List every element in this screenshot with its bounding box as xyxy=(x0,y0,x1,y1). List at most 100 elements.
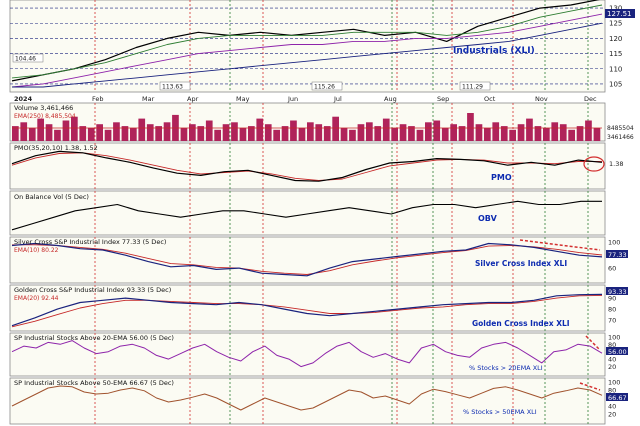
pct50-panel-frame xyxy=(9,377,606,425)
month-label: Sep xyxy=(437,95,449,103)
golden-title: Golden Cross S&P Industrial Index 93.33 … xyxy=(14,286,171,294)
price-y-tick: 110 xyxy=(609,65,622,73)
pct20-right-label: 56.00 xyxy=(608,348,627,356)
point-label: 113.63 xyxy=(162,84,183,91)
volume-bar xyxy=(433,120,441,141)
volume-bar xyxy=(543,127,550,141)
volume-ema-label: EMA(250) 8,485,504 xyxy=(14,113,76,120)
volume-bar xyxy=(416,129,424,141)
golden-right-label: 93.33 xyxy=(608,288,627,296)
volume-bar xyxy=(399,124,407,141)
pct50-right-label: 66.67 xyxy=(608,394,627,402)
y-tick-label: 20 xyxy=(608,363,616,371)
pct50-annotation: % Stocks > 50EMA XLI xyxy=(463,408,537,416)
volume-bar xyxy=(20,122,28,141)
obv-title: On Balance Vol (5 Dec) xyxy=(14,193,89,201)
volume-bar xyxy=(54,129,61,141)
volume-right-label: 3461466 xyxy=(607,134,634,141)
pct20-panel-frame xyxy=(9,332,606,377)
volume-bar xyxy=(298,127,306,141)
volume-bar xyxy=(517,124,525,141)
pmo-panel: PMO(35,20,10) 1.38, 1.52 PMO 1.38 xyxy=(9,142,623,190)
golden-right-badge xyxy=(606,287,628,295)
month-label: Mar xyxy=(142,95,155,103)
y-tick-label: 100 xyxy=(608,333,620,341)
month-label: Jul xyxy=(333,95,342,103)
price-y-ticks: 130 125 120 115 110 105 xyxy=(609,5,622,89)
pct50-right-badge xyxy=(606,393,628,401)
silver-right-label: 77.33 xyxy=(608,251,627,259)
y-tick-label: 20 xyxy=(608,411,616,419)
price-annotation: Industrials (XLI) xyxy=(453,46,535,56)
volume-bar xyxy=(559,124,567,141)
volume-bar xyxy=(113,122,120,141)
volume-bar xyxy=(281,126,289,141)
volume-bar xyxy=(492,122,500,141)
volume-bar xyxy=(79,126,87,141)
volume-bar xyxy=(231,122,238,141)
volume-bar xyxy=(382,118,390,141)
month-label: May xyxy=(236,95,250,103)
silver-right-badge xyxy=(606,250,628,258)
golden-ema-line xyxy=(11,294,603,328)
volume-bar xyxy=(248,126,255,141)
volume-bar xyxy=(205,120,213,141)
volume-bar xyxy=(526,118,533,141)
volume-bar xyxy=(585,120,592,141)
volume-bar xyxy=(408,126,415,141)
volume-bar xyxy=(239,127,247,141)
silver-annotation: Silver Cross Index XLI xyxy=(475,259,567,268)
volume-bar xyxy=(62,120,70,141)
pct20-panel: 10080604020 SP Industrial Stocks Above 2… xyxy=(9,332,628,377)
volume-bar xyxy=(273,129,280,141)
volume-bar xyxy=(197,126,205,141)
point-label: 115.26 xyxy=(314,84,335,91)
silver-lines xyxy=(11,242,603,277)
pct20-trend-line xyxy=(585,335,601,351)
golden-y-ticks: 90 80 70 xyxy=(608,295,616,325)
pct20-vertical-markers xyxy=(94,333,589,376)
volume-bar xyxy=(509,129,516,141)
pct20-line xyxy=(11,340,603,368)
point-label: 104.46 xyxy=(15,56,36,63)
obv-panel-frame xyxy=(9,190,606,236)
volume-bar xyxy=(568,129,575,141)
price-vertical-markers xyxy=(94,0,589,92)
volume-bar xyxy=(256,118,264,141)
pmo-right-label: 1.38 xyxy=(609,160,623,168)
y-tick-label: 80 xyxy=(608,387,616,395)
pct50-line xyxy=(11,385,603,411)
month-label: Oct xyxy=(484,95,496,103)
volume-bar xyxy=(458,126,466,141)
volume-bar xyxy=(366,122,373,141)
price-y-tick: 120 xyxy=(609,35,622,43)
pmo-title: PMO(35,20,10) 1.38, 1.52 xyxy=(14,144,98,152)
price-y-tick: 105 xyxy=(609,80,622,88)
point-label-box xyxy=(459,81,491,91)
pct50-line xyxy=(11,385,603,411)
volume-right-label: 8485504 xyxy=(607,125,634,132)
pct20-right-badge xyxy=(606,347,628,355)
volume-bar xyxy=(374,126,382,141)
golden-panel-frame xyxy=(9,284,606,332)
obv-vertical-markers xyxy=(94,191,589,235)
volume-bar xyxy=(593,127,601,141)
point-label-box xyxy=(159,81,191,91)
volume-bar xyxy=(450,124,457,141)
price-grid xyxy=(10,7,605,85)
point-label-box xyxy=(12,53,44,63)
month-label: Aug xyxy=(384,95,397,103)
volume-bar xyxy=(467,113,474,141)
volume-bar xyxy=(37,118,44,141)
point-label: 111.29 xyxy=(462,84,483,91)
price-series-line xyxy=(11,4,603,79)
y-tick-label: 90 xyxy=(608,295,616,303)
volume-bar xyxy=(87,127,95,141)
volume-bar xyxy=(214,129,221,141)
volume-bar xyxy=(45,124,53,141)
volume-bar xyxy=(12,126,19,141)
volume-panel: Volume 3,461,466 EMA(250) 8,485,504 8485… xyxy=(9,102,634,142)
pmo-panel-frame xyxy=(9,142,606,190)
price-panel-frame xyxy=(9,0,606,93)
y-tick-label: 100 xyxy=(608,239,620,247)
